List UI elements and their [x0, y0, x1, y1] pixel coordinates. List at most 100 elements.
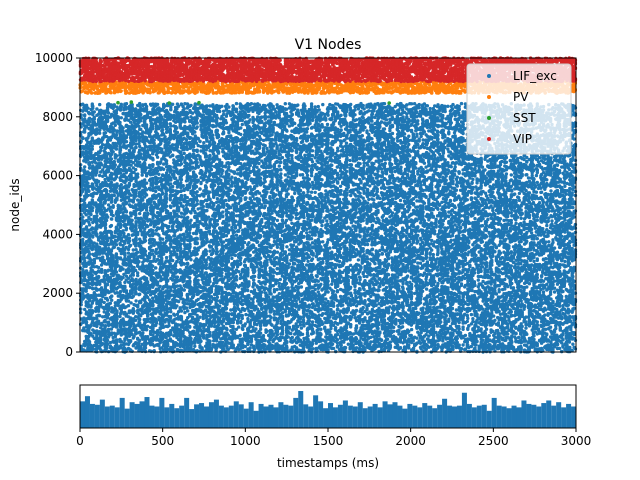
spike-point — [157, 172, 161, 176]
spike-point — [138, 338, 142, 343]
spike-point — [151, 303, 155, 308]
spike-point — [137, 124, 141, 128]
spike-point — [114, 147, 119, 151]
spike-point — [121, 293, 125, 298]
spike-point — [182, 288, 186, 292]
spike-point — [99, 337, 103, 341]
spike-point — [114, 144, 119, 148]
spike-point — [84, 239, 89, 244]
spike-point — [182, 151, 186, 156]
spike-point — [138, 211, 142, 216]
spike-point — [87, 252, 92, 256]
spike-point — [111, 213, 115, 218]
spike-point — [91, 182, 95, 187]
spike-point — [158, 284, 162, 289]
spike-point — [159, 241, 163, 245]
spike-point — [109, 223, 114, 228]
spike-point — [134, 238, 138, 242]
spike-point — [95, 256, 99, 260]
spike-point — [115, 259, 119, 263]
spike-point — [91, 127, 95, 131]
spike-point — [115, 317, 119, 321]
spike-point — [95, 127, 99, 131]
spike-point — [115, 291, 119, 295]
spike-point — [129, 174, 133, 178]
spike-point — [154, 189, 158, 194]
spike-point — [169, 245, 173, 249]
spike-point — [188, 231, 192, 235]
spike-point — [159, 120, 163, 125]
spike-point — [89, 305, 93, 309]
spike-point — [92, 261, 97, 265]
spike-point — [186, 262, 190, 266]
spike-point — [83, 117, 87, 121]
spike-point — [149, 167, 153, 172]
spike-point — [139, 119, 143, 123]
spike-point — [144, 181, 149, 185]
spike-point — [105, 238, 110, 243]
spike-point — [92, 110, 97, 114]
spike-point — [176, 208, 181, 212]
spike-point — [172, 172, 176, 177]
spike-point — [83, 274, 87, 278]
spike-point — [115, 154, 119, 158]
spike-point — [164, 197, 169, 201]
spike-point — [179, 315, 184, 319]
spike-point — [90, 147, 95, 151]
spike-point — [166, 279, 170, 283]
spike-point — [95, 332, 99, 336]
spike-point — [110, 217, 114, 221]
spike-point — [92, 191, 97, 196]
spike-point — [138, 321, 142, 325]
spike-point — [166, 343, 170, 347]
spike-point — [182, 278, 186, 283]
spike-point — [169, 167, 173, 172]
spike-point — [139, 112, 143, 117]
spike-point — [114, 133, 119, 137]
spike-point — [179, 162, 184, 166]
spike-point — [167, 323, 171, 328]
spike-point — [92, 265, 97, 269]
spike-point — [113, 163, 118, 167]
spike-point — [104, 188, 109, 193]
spike-point — [186, 133, 190, 137]
spike-point — [105, 298, 110, 302]
spike-point — [183, 129, 187, 133]
spike-point — [82, 348, 86, 352]
spike-point — [113, 335, 118, 339]
spike-point — [103, 199, 108, 203]
spike-point — [155, 176, 160, 181]
spike-point — [179, 177, 184, 182]
spike-point — [84, 320, 89, 324]
spike-point — [115, 322, 119, 327]
spike-point — [98, 314, 102, 318]
spike-point — [136, 271, 140, 275]
spike-point — [114, 270, 119, 274]
spike-point — [118, 225, 123, 229]
spike-point — [155, 169, 160, 173]
spike-point — [151, 264, 155, 268]
spike-point — [146, 128, 150, 132]
spike-point — [175, 252, 179, 256]
spike-point — [84, 103, 89, 108]
spike-point — [162, 167, 166, 171]
spike-point — [188, 276, 192, 280]
spike-point — [179, 309, 184, 313]
spike-point — [169, 236, 173, 240]
spike-point — [105, 282, 110, 287]
spike-point — [99, 145, 104, 150]
spike-point — [110, 210, 114, 214]
spike-point — [152, 141, 156, 146]
spike-point — [109, 239, 114, 243]
spike-point — [179, 150, 183, 155]
spike-point — [119, 183, 124, 187]
spike-point — [138, 292, 142, 296]
spike-point — [83, 165, 87, 169]
spike-point — [87, 166, 92, 170]
spike-point — [132, 309, 136, 313]
spike-point — [84, 235, 89, 239]
spike-point — [152, 138, 156, 142]
spike-point — [81, 237, 85, 242]
spike-point — [182, 107, 186, 111]
